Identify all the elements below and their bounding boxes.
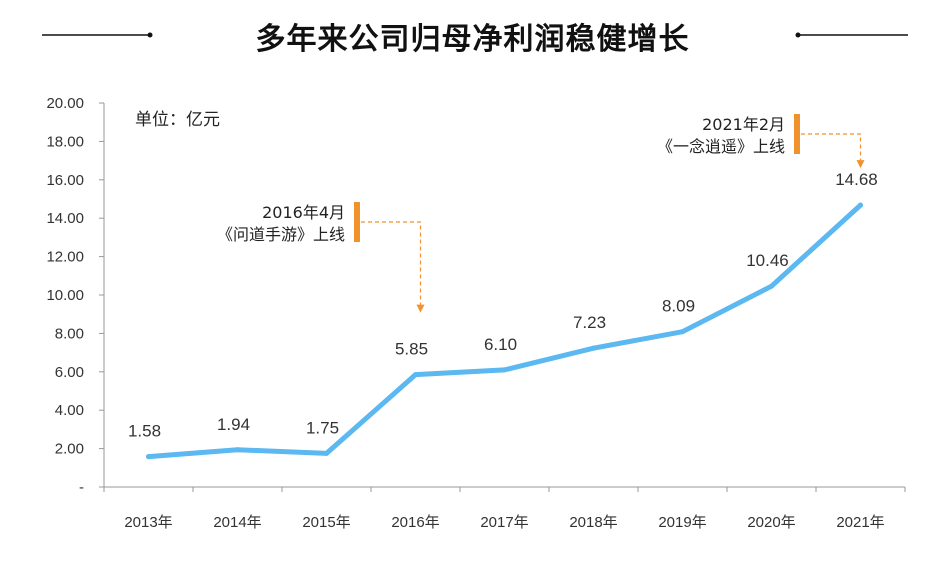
- data-point: [591, 345, 596, 351]
- data-label: 6.10: [484, 335, 517, 354]
- annotation-marker-bar: [794, 114, 800, 154]
- data-label: 7.23: [573, 313, 606, 332]
- data-label: 8.09: [662, 297, 695, 316]
- y-tick-label: 20.00: [46, 95, 84, 112]
- annotation-leader: [361, 221, 422, 305]
- x-tick-label: 2019年: [658, 514, 706, 531]
- x-tick-label: 2021年: [836, 514, 884, 531]
- data-label: 10.46: [746, 251, 789, 270]
- series: [146, 202, 863, 460]
- data-label: 5.85: [395, 340, 428, 359]
- y-tick-label: 12.00: [46, 249, 84, 266]
- annotation-leader: [801, 133, 862, 161]
- data-point: [235, 447, 240, 453]
- x-tick-label: 2020年: [747, 514, 795, 531]
- title-dot-right: [795, 32, 801, 38]
- x-axis-ticks: 2013年 2014年 2015年 2016年 2017年 2018年 2019年 2020年…: [103, 487, 906, 531]
- x-tick-label: 2014年: [213, 514, 261, 531]
- x-tick-label: 2015年: [302, 514, 350, 531]
- data-label: 1.75: [306, 418, 339, 437]
- annotation-marker-bar: [354, 202, 360, 242]
- y-tick-label: 10.00: [46, 287, 84, 304]
- data-label: 1.94: [217, 415, 250, 434]
- title-dot-left: [147, 32, 153, 38]
- annotation-arrowhead: [416, 304, 425, 313]
- data-point: [324, 450, 329, 456]
- y-tick-label: 2.00: [55, 441, 84, 458]
- y-tick-label: 18.00: [46, 133, 84, 150]
- y-axis-ticks: - 2.00 4.00 6.00 8.00 10.00 12.00 14.00 16.00 18.…: [46, 95, 104, 496]
- annotation-date: 2021年2月: [702, 115, 785, 134]
- title-decoration: [42, 32, 908, 38]
- data-point: [146, 454, 151, 460]
- y-tick-label: 14.00: [46, 210, 84, 227]
- data-point: [769, 283, 774, 289]
- x-tick-label: 2016年: [391, 514, 439, 531]
- data-point: [858, 202, 863, 208]
- y-tick-label: 8.00: [55, 325, 84, 342]
- chart-title: 多年来公司归母净利润稳健增长: [255, 22, 690, 57]
- y-tick-label: 6.00: [55, 364, 84, 381]
- annotation-event: 《一念逍遥》上线: [657, 137, 785, 156]
- annotation-date: 2016年4月: [262, 203, 345, 222]
- y-tick-label: -: [79, 479, 84, 496]
- x-tick-label: 2013年: [124, 514, 172, 531]
- x-tick-label: 2018年: [569, 514, 617, 531]
- unit-label: 单位：亿元: [135, 110, 220, 130]
- y-tick-label: 16.00: [46, 172, 84, 189]
- data-label: 1.58: [128, 422, 161, 441]
- y-tick-label: 4.00: [55, 402, 84, 419]
- data-point: [413, 372, 418, 378]
- data-point: [502, 367, 507, 373]
- annotation-arrowhead: [856, 160, 865, 169]
- annotation-event: 《问道手游》上线: [217, 225, 345, 244]
- annotations: 2016年4月《问道手游》上线 2021年2月《一念逍遥》上线: [217, 114, 865, 313]
- x-tick-label: 2017年: [480, 514, 528, 531]
- data-labels: 1.58 1.94 1.75 5.85 6.10 7.23 8.09 10.46 14.68: [128, 170, 878, 441]
- data-label: 14.68: [835, 170, 878, 189]
- data-point: [680, 329, 685, 335]
